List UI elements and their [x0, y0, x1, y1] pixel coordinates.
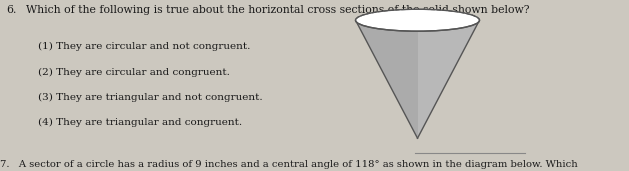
Text: (1) They are circular and not congruent.: (1) They are circular and not congruent. [38, 42, 250, 51]
Polygon shape [355, 20, 418, 138]
Text: Which of the following is true about the horizontal cross sections of the solid : Which of the following is true about the… [26, 5, 530, 15]
Text: 6.: 6. [6, 5, 17, 15]
Polygon shape [355, 20, 479, 138]
Text: (2) They are circular and congruent.: (2) They are circular and congruent. [38, 67, 230, 77]
Text: (4) They are triangular and congruent.: (4) They are triangular and congruent. [38, 118, 242, 127]
Text: 7.   A sector of a circle has a radius of 9 inches and a central angle of 118° a: 7. A sector of a circle has a radius of … [0, 160, 578, 169]
Text: (3) They are triangular and not congruent.: (3) They are triangular and not congruen… [38, 93, 262, 102]
Ellipse shape [355, 9, 479, 31]
